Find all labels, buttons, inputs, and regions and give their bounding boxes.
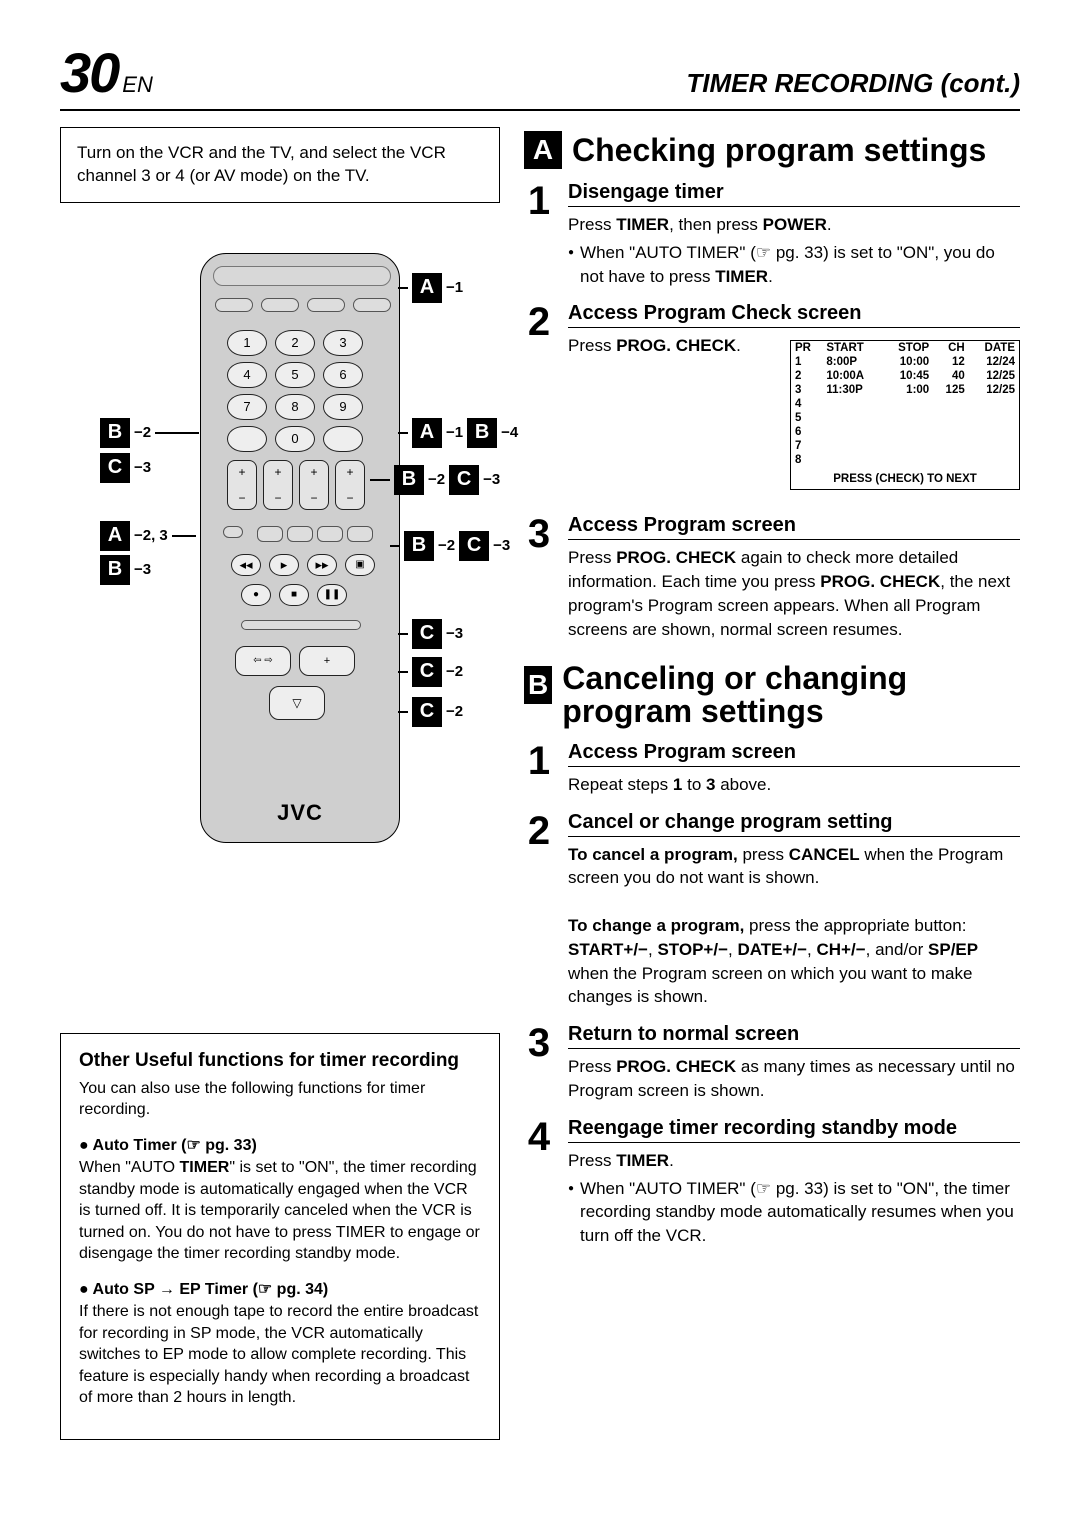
useful-item2-title: ● Auto SP → EP Timer (☞ pg. 34) [79, 1279, 481, 1299]
callout-c2-a: C−2 [398, 657, 463, 687]
useful-functions-box: Other Useful functions for timer recordi… [60, 1033, 500, 1440]
step-b1-title: Access Program screen [568, 741, 1020, 767]
callout-b2c3-a: B−2 C−3 [370, 465, 500, 495]
step-b3: 3 Return to normal screen Press PROG. CH… [524, 1023, 1020, 1103]
prog-header-row: PRSTARTSTOPCHDATE [791, 341, 1019, 355]
step-b3-text: Press PROG. CHECK as many times as neces… [568, 1055, 1020, 1103]
callout-b2-left: B−2 [100, 418, 199, 448]
useful-intro: You can also use the following functions… [79, 1078, 481, 1121]
callout-c3-left: C−3 [100, 453, 151, 483]
step-b4-bullet: When "AUTO TIMER" (☞ pg. 33) is set to "… [568, 1177, 1020, 1248]
step-b2: 2 Cancel or change program setting To ca… [524, 811, 1020, 1010]
step-a1-title: Disengage timer [568, 181, 1020, 207]
callout-b3-left: B−3 [100, 555, 151, 585]
callout-a1b4: A−1 B−4 [398, 418, 518, 448]
step-a3: 3 Access Program screen Press PROG. CHEC… [524, 514, 1020, 641]
table-row: 7 [791, 439, 1019, 453]
prog-footer: PRESS (CHECK) TO NEXT [791, 467, 1019, 489]
callout-c3-r: C−3 [398, 619, 463, 649]
callout-b2c3-b: B−2 C−3 [390, 531, 510, 561]
table-row: 18:00P10:001212/24 [791, 355, 1019, 369]
remote-body: 123 456 789 0 ◂◂▸▸▸ [200, 253, 400, 843]
remote-illustration: 123 456 789 0 ◂◂▸▸▸ [60, 233, 500, 873]
page-number-suffix: EN [122, 72, 153, 97]
step-a1-bullet: When "AUTO TIMER" (☞ pg. 33) is set to "… [568, 241, 1020, 289]
step-b4: 4 Reengage timer recording standby mode … [524, 1117, 1020, 1248]
step-b1: 1 Access Program screen Repeat steps 1 t… [524, 741, 1020, 797]
section-b-head: B Canceling or changing program settings [524, 662, 1020, 729]
step-b2-title: Cancel or change program setting [568, 811, 1020, 837]
section-a-head: A Checking program settings [524, 131, 1020, 169]
table-row: 311:30P1:0012512/25 [791, 383, 1019, 397]
table-row: 6 [791, 425, 1019, 439]
section-b-title: Canceling or changing program settings [562, 662, 1020, 729]
useful-item1-title: ● Auto Timer (☞ pg. 33) [79, 1135, 481, 1155]
section-b-letter: B [524, 666, 552, 704]
step-b1-text: Repeat steps 1 to 3 above. [568, 773, 1020, 797]
intro-instruction: Turn on the VCR and the TV, and select t… [60, 127, 500, 203]
table-row: 8 [791, 453, 1019, 467]
callout-a23-left: A−2, 3 [100, 521, 196, 551]
step-b4-title: Reengage timer recording standby mode [568, 1117, 1020, 1143]
step-b3-title: Return to normal screen [568, 1023, 1020, 1049]
section-a-letter: A [524, 131, 562, 169]
step-a3-title: Access Program screen [568, 514, 1020, 540]
callout-a1-top: A−1 [398, 273, 463, 303]
step-b2-text: To cancel a program, press CANCEL when t… [568, 843, 1020, 1010]
page-number-block: 30EN [60, 40, 153, 105]
page-header: 30EN TIMER RECORDING (cont.) [60, 40, 1020, 111]
page-number: 30 [60, 41, 118, 104]
table-row: 5 [791, 411, 1019, 425]
table-row: 4 [791, 397, 1019, 411]
step-a2: 2 Access Program Check screen PRSTARTSTO… [524, 302, 1020, 490]
step-a1-text: Press TIMER, then press POWER. [568, 213, 1020, 237]
step-b4-text: Press TIMER. [568, 1149, 1020, 1173]
table-row: 210:00A10:454012/25 [791, 369, 1019, 383]
useful-item2-body: If there is not enough tape to record th… [79, 1301, 481, 1409]
useful-item1-body: When "AUTO TIMER" is set to "ON", the ti… [79, 1157, 481, 1265]
step-a2-title: Access Program Check screen [568, 302, 1020, 328]
step-a3-text: Press PROG. CHECK again to check more de… [568, 546, 1020, 641]
step-a1: 1 Disengage timer Press TIMER, then pres… [524, 181, 1020, 288]
useful-title: Other Useful functions for timer recordi… [79, 1050, 481, 1072]
brand-logo: JVC [277, 800, 323, 826]
program-check-display: PRSTARTSTOPCHDATE 18:00P10:001212/24210:… [790, 340, 1020, 490]
section-a-title: Checking program settings [572, 132, 986, 169]
callout-c2-b: C−2 [398, 697, 463, 727]
section-title: TIMER RECORDING (cont.) [686, 68, 1020, 99]
